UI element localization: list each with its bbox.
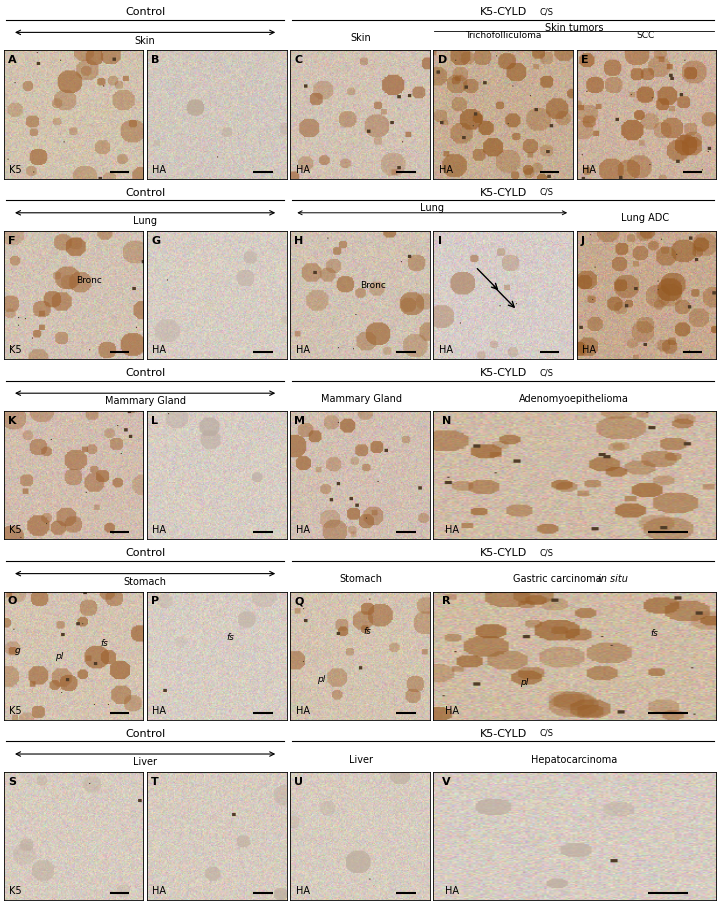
Text: Skin: Skin: [351, 33, 372, 42]
Text: Mammary Gland: Mammary Gland: [104, 396, 186, 406]
Text: K5-CYLD: K5-CYLD: [480, 368, 527, 377]
Text: pl: pl: [55, 651, 63, 660]
Text: Control: Control: [125, 188, 165, 198]
Text: C/S: C/S: [539, 368, 554, 377]
Text: Control: Control: [125, 7, 165, 17]
Text: HA: HA: [445, 885, 459, 895]
Text: M: M: [294, 415, 305, 425]
Text: HA: HA: [153, 705, 166, 715]
Text: in situ: in situ: [598, 573, 628, 583]
Text: K5: K5: [9, 345, 22, 355]
Text: K5-CYLD: K5-CYLD: [480, 188, 527, 198]
Text: K: K: [8, 415, 17, 425]
Text: Control: Control: [125, 728, 165, 738]
Text: K5: K5: [9, 885, 22, 895]
Text: K5: K5: [9, 525, 22, 535]
Text: I: I: [438, 236, 441, 246]
Text: HA: HA: [296, 345, 310, 355]
Text: HA: HA: [582, 345, 596, 355]
Text: Adenomyoepithelioma: Adenomyoepithelioma: [519, 394, 629, 404]
Text: Bronc: Bronc: [76, 275, 102, 284]
Text: K5: K5: [9, 705, 22, 715]
Text: C/S: C/S: [539, 188, 554, 197]
Text: F: F: [8, 236, 15, 246]
Text: HA: HA: [445, 525, 459, 535]
Text: C/S: C/S: [539, 728, 554, 737]
Text: HA: HA: [296, 164, 310, 174]
Text: J: J: [581, 236, 585, 246]
Text: Control: Control: [125, 368, 165, 377]
Text: K5-CYLD: K5-CYLD: [480, 7, 527, 17]
Text: Skin tumors: Skin tumors: [545, 23, 603, 33]
Text: C/S: C/S: [539, 7, 554, 16]
Text: HA: HA: [296, 885, 310, 895]
Text: Lung: Lung: [133, 216, 157, 226]
Text: HA: HA: [153, 525, 166, 535]
Text: Trichofolliculoma: Trichofolliculoma: [465, 31, 541, 40]
Text: Hepatocarcinoma: Hepatocarcinoma: [531, 754, 618, 764]
Text: L: L: [151, 415, 158, 425]
Text: Gastric carcinoma: Gastric carcinoma: [513, 573, 602, 583]
Text: P: P: [151, 596, 159, 606]
Text: Lung ADC: Lung ADC: [621, 213, 670, 223]
Text: fs: fs: [650, 628, 658, 638]
Text: U: U: [294, 776, 303, 786]
Text: T: T: [151, 776, 159, 786]
Text: G: G: [151, 236, 160, 246]
Text: HA: HA: [445, 705, 459, 715]
Text: D: D: [438, 55, 447, 65]
Text: A: A: [8, 55, 17, 65]
Text: Stomach: Stomach: [340, 573, 382, 583]
Text: Liver: Liver: [133, 757, 157, 767]
Text: HA: HA: [582, 164, 596, 174]
Text: Stomach: Stomach: [124, 576, 166, 586]
Text: HA: HA: [296, 705, 310, 715]
Text: V: V: [442, 776, 451, 786]
Text: N: N: [442, 415, 451, 425]
Text: HA: HA: [153, 885, 166, 895]
Text: H: H: [294, 236, 304, 246]
Text: Control: Control: [125, 548, 165, 558]
Text: S: S: [8, 776, 16, 786]
Text: HA: HA: [296, 525, 310, 535]
Text: C: C: [294, 55, 302, 65]
Text: K5: K5: [9, 164, 22, 174]
Text: fs: fs: [227, 632, 235, 641]
Text: HA: HA: [153, 345, 166, 355]
Text: HA: HA: [439, 345, 453, 355]
Text: R: R: [442, 596, 451, 606]
Text: fs: fs: [100, 638, 108, 647]
Text: K5-CYLD: K5-CYLD: [480, 548, 527, 558]
Text: fs: fs: [363, 626, 371, 635]
Text: Bronc: Bronc: [360, 281, 386, 290]
Text: Lung: Lung: [420, 203, 444, 213]
Text: SCC: SCC: [636, 31, 654, 40]
Text: pl: pl: [317, 675, 325, 684]
Text: Q: Q: [294, 596, 304, 606]
Text: HA: HA: [439, 164, 453, 174]
Text: C/S: C/S: [539, 548, 554, 557]
Text: O: O: [8, 596, 17, 606]
Text: Skin: Skin: [135, 35, 156, 45]
Text: B: B: [151, 55, 159, 65]
Text: Mammary Gland: Mammary Gland: [320, 394, 402, 404]
Text: pl: pl: [520, 677, 528, 686]
Text: HA: HA: [153, 164, 166, 174]
Text: K5-CYLD: K5-CYLD: [480, 728, 527, 738]
Text: Liver: Liver: [349, 754, 373, 764]
Text: E: E: [581, 55, 588, 65]
Text: g: g: [14, 645, 20, 654]
